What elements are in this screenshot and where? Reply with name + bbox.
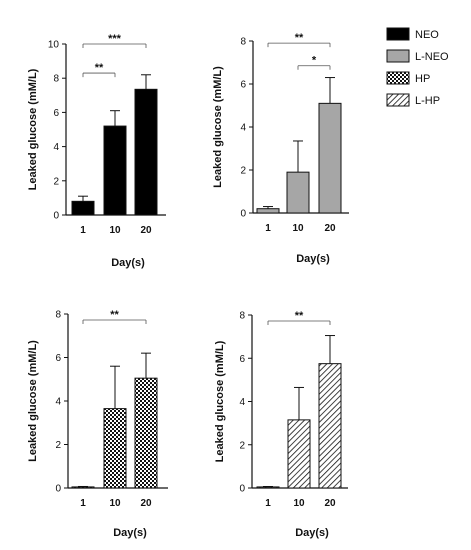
y-axis-label: Leaked glucose (mM/L) xyxy=(214,340,226,462)
significance-label: * xyxy=(312,55,317,67)
legend-swatch xyxy=(386,27,410,41)
y-axis-label: Leaked glucose (mM/L) xyxy=(27,68,39,190)
y-tick-label: 6 xyxy=(55,353,61,364)
chart-panel-bottom-left: 0 2 4 6 8 1 10 20 ** Leaked glucose (mM/L) Day(s) xyxy=(27,309,168,539)
y-tick-label: 4 xyxy=(239,397,245,408)
y-tick-label: 6 xyxy=(239,354,245,365)
significance-bracket: *** xyxy=(82,33,147,48)
bar-HP-day-20 xyxy=(134,377,158,489)
significance-bracket: ** xyxy=(82,309,147,324)
y-tick-label: 2 xyxy=(55,440,61,451)
x-tick-label: 20 xyxy=(140,225,152,236)
y-tick-label: 6 xyxy=(53,108,59,119)
y-tick-label: 8 xyxy=(55,310,61,321)
y-tick-label: 8 xyxy=(53,74,59,85)
x-tick-label: 20 xyxy=(324,498,336,509)
x-axis-label: Day(s) xyxy=(111,257,145,269)
legend: NEO L-NEO HP L-HP xyxy=(386,27,449,107)
y-tick-label: 8 xyxy=(240,37,246,48)
y-axis-label: Leaked glucose (mM/L) xyxy=(212,66,224,188)
x-tick-label: 10 xyxy=(109,498,121,509)
legend-swatch xyxy=(386,49,410,63)
bar-L-NEO-day-10 xyxy=(286,171,310,214)
y-tick-label: 0 xyxy=(55,484,61,495)
y-tick-label: 0 xyxy=(239,484,245,495)
y-tick-label: 0 xyxy=(53,211,59,222)
bar-HP-day-10 xyxy=(103,408,127,489)
significance-label: *** xyxy=(108,33,122,45)
x-tick-label: 1 xyxy=(80,498,86,509)
bar-NEO-day-20 xyxy=(134,88,158,216)
x-tick-label: 1 xyxy=(80,225,86,236)
bar-L-HP-day-10 xyxy=(287,419,311,489)
significance-bracket: * xyxy=(297,55,331,70)
legend-item-HP: HP xyxy=(386,71,430,85)
bar-NEO-day-10 xyxy=(103,125,127,216)
x-tick-label: 20 xyxy=(324,223,336,234)
legend-label: HP xyxy=(415,73,430,85)
bar-HP-day-1 xyxy=(71,486,95,489)
bar-L-HP-day-1 xyxy=(256,486,280,489)
bar-L-NEO-day-20 xyxy=(318,102,342,214)
significance-label: ** xyxy=(95,62,104,74)
x-axis-label: Day(s) xyxy=(113,527,147,539)
legend-item-L-HP: L-HP xyxy=(386,93,440,107)
x-tick-label: 1 xyxy=(265,223,271,234)
x-tick-label: 10 xyxy=(109,225,121,236)
significance-bracket: ** xyxy=(267,32,331,48)
y-tick-label: 10 xyxy=(48,40,60,51)
y-tick-label: 2 xyxy=(53,176,59,187)
y-tick-label: 2 xyxy=(239,440,245,451)
significance-label: ** xyxy=(295,310,304,322)
y-tick-label: 4 xyxy=(55,397,61,408)
y-tick-label: 6 xyxy=(240,80,246,91)
x-axis-label: Day(s) xyxy=(296,253,330,265)
y-tick-label: 8 xyxy=(239,311,245,322)
y-tick-label: 4 xyxy=(240,123,246,134)
legend-label: NEO xyxy=(415,29,439,41)
chart-panel-bottom-right: 0 2 4 6 8 1 10 20 ** Leaked glucose (mM/L) Day(s) xyxy=(214,310,348,539)
legend-item-NEO: NEO xyxy=(386,27,439,41)
bar-L-NEO-day-1 xyxy=(256,208,280,214)
legend-label: L-NEO xyxy=(415,51,449,63)
y-tick-label: 0 xyxy=(240,209,246,220)
x-tick-label: 10 xyxy=(293,498,305,509)
legend-item-L-NEO: L-NEO xyxy=(386,49,449,63)
significance-bracket: ** xyxy=(267,310,331,325)
x-axis-label: Day(s) xyxy=(295,527,329,539)
y-axis-label: Leaked glucose (mM/L) xyxy=(27,340,39,462)
legend-swatch xyxy=(386,71,410,85)
y-tick-label: 2 xyxy=(240,166,246,177)
x-tick-label: 10 xyxy=(292,223,304,234)
bar-L-HP-day-20 xyxy=(318,363,342,489)
y-tick-label: 4 xyxy=(53,142,59,153)
significance-bracket: ** xyxy=(82,62,116,78)
legend-swatch xyxy=(386,93,410,107)
bar-NEO-day-1 xyxy=(71,200,95,216)
significance-label: ** xyxy=(110,309,119,321)
x-tick-label: 20 xyxy=(140,498,152,509)
legend-label: L-HP xyxy=(415,95,440,107)
significance-label: ** xyxy=(295,32,304,44)
x-tick-label: 1 xyxy=(265,498,271,509)
